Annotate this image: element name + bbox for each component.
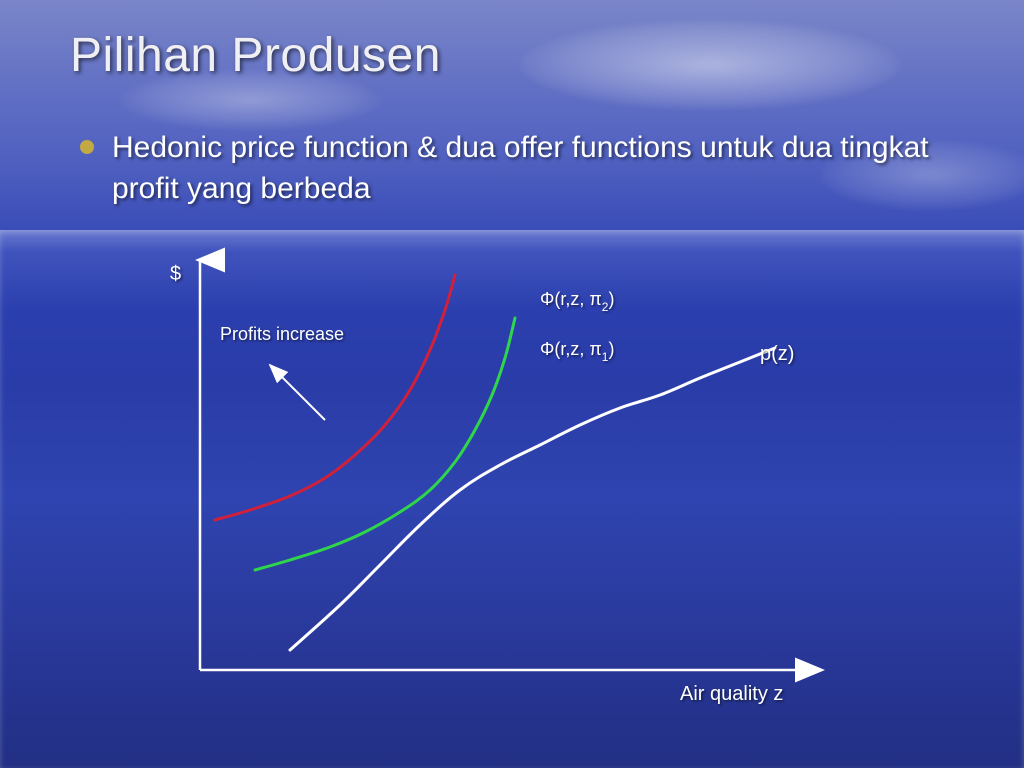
- profits-increase-label: Profits increase: [220, 324, 344, 344]
- phi1-label: Φ(r,z, π1): [540, 339, 614, 364]
- y-axis-label: $: [170, 263, 181, 285]
- pz-label: p(z): [760, 343, 794, 365]
- phi2-label: Φ(r,z, π2): [540, 289, 614, 314]
- slide: Pilihan Produsen Hedonic price function …: [0, 0, 1024, 768]
- curve-pz: [290, 348, 775, 650]
- profits-increase-arrow: [270, 365, 325, 420]
- curve-phi1: [255, 318, 515, 570]
- cloud-decoration: [520, 20, 900, 110]
- chart-svg: $ Air quality z p(z) Φ(r,z, π1) Φ(r,z, π…: [140, 250, 860, 710]
- slide-title: Pilihan Produsen: [70, 28, 441, 83]
- bullet-text: Hedonic price function & dua offer funct…: [112, 128, 964, 209]
- bullet-dot-icon: [80, 140, 94, 154]
- hedonic-chart: $ Air quality z p(z) Φ(r,z, π1) Φ(r,z, π…: [140, 250, 860, 710]
- x-axis-label: Air quality z: [680, 683, 783, 705]
- curve-phi2: [215, 275, 455, 520]
- bullet-row: Hedonic price function & dua offer funct…: [80, 128, 964, 209]
